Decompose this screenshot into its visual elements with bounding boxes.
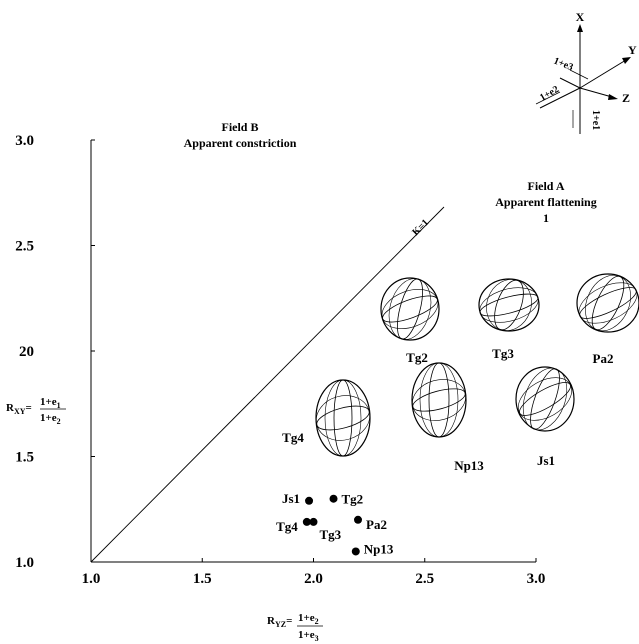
point-label-pa2: Pa2 <box>366 517 387 532</box>
x-tick-label: 3.0 <box>527 571 546 587</box>
ellipsoid-tg3-icon <box>478 278 540 332</box>
data-point-js1 <box>305 496 314 505</box>
field-b-title: Field B <box>221 120 258 134</box>
point-label-tg3: Tg3 <box>320 527 342 542</box>
ellipsoid-pa2-icon <box>576 273 639 333</box>
ellipsoid-np13-icon <box>411 362 467 438</box>
ellipsoid-label-np13: Np13 <box>454 458 484 473</box>
x-tick-label: 1.0 <box>82 571 101 587</box>
field-a-title: Field A <box>527 179 564 193</box>
x-axis-label: RYZ= 1+e2 1+e3 <box>267 612 323 643</box>
x-tick-label: 1.5 <box>193 571 212 587</box>
svg-text:1+e1: 1+e1 <box>40 396 61 410</box>
x-tick-label: 2.0 <box>304 571 323 587</box>
y-tick-label: 2.5 <box>15 239 34 255</box>
y-tick-label: 1.5 <box>15 450 34 466</box>
inset-e2-label: 1+e2 <box>538 84 561 104</box>
ellipsoid-tg2-icon <box>380 277 440 341</box>
svg-text:RYZ=: RYZ= <box>267 615 292 629</box>
data-point-np13 <box>351 547 360 556</box>
inset-e3-label: 1+e3 <box>552 56 575 74</box>
y-tick-label: 1.0 <box>15 555 34 571</box>
svg-text:RXY=: RXY= <box>6 402 32 416</box>
point-label-tg4: Tg4 <box>276 519 298 534</box>
data-point-tg2 <box>329 494 338 503</box>
inset-y-label: Y <box>628 43 637 57</box>
point-label-np13: Np13 <box>364 541 394 556</box>
y-axis-label: RXY= 1+e1 1+e2 <box>6 396 66 426</box>
x-tick-label: 2.5 <box>415 571 434 587</box>
k1-label: K=1 <box>410 217 431 238</box>
y-tick-label: 3.0 <box>15 133 34 149</box>
ellipsoid-label-pa2: Pa2 <box>593 351 614 366</box>
inset-e1-label: 1+e1 <box>590 110 601 130</box>
ellipsoid-label-tg4: Tg4 <box>282 430 304 445</box>
ellipsoid-tg4-icon <box>315 379 371 457</box>
data-point-pa2 <box>354 515 362 524</box>
svg-text:1+e2: 1+e2 <box>298 612 319 626</box>
point-label-tg2: Tg2 <box>342 492 364 507</box>
y-tick-label: 20 <box>19 344 34 360</box>
data-point-tg4 <box>302 517 311 526</box>
ellipsoid-label-tg2: Tg2 <box>406 350 428 365</box>
ellipsoid-js1-icon <box>515 366 575 432</box>
svg-text:1+e3: 1+e3 <box>298 629 319 643</box>
field-a-extra: 1 <box>543 211 549 225</box>
inset-axes-icon <box>535 24 631 134</box>
data-point-tg3 <box>309 517 318 526</box>
inset-z-label: Z <box>622 91 630 105</box>
ellipsoid-label-tg3: Tg3 <box>492 346 514 361</box>
svg-text:1+e2: 1+e2 <box>40 412 61 426</box>
k1-reference-line <box>90 206 445 563</box>
point-label-js1: Js1 <box>282 491 300 506</box>
field-b-desc: Apparent constriction <box>184 136 297 150</box>
ellipsoid-label-js1: Js1 <box>537 453 555 468</box>
field-a-desc: Apparent flattening <box>495 195 596 209</box>
inset-x-label: X <box>576 10 585 24</box>
